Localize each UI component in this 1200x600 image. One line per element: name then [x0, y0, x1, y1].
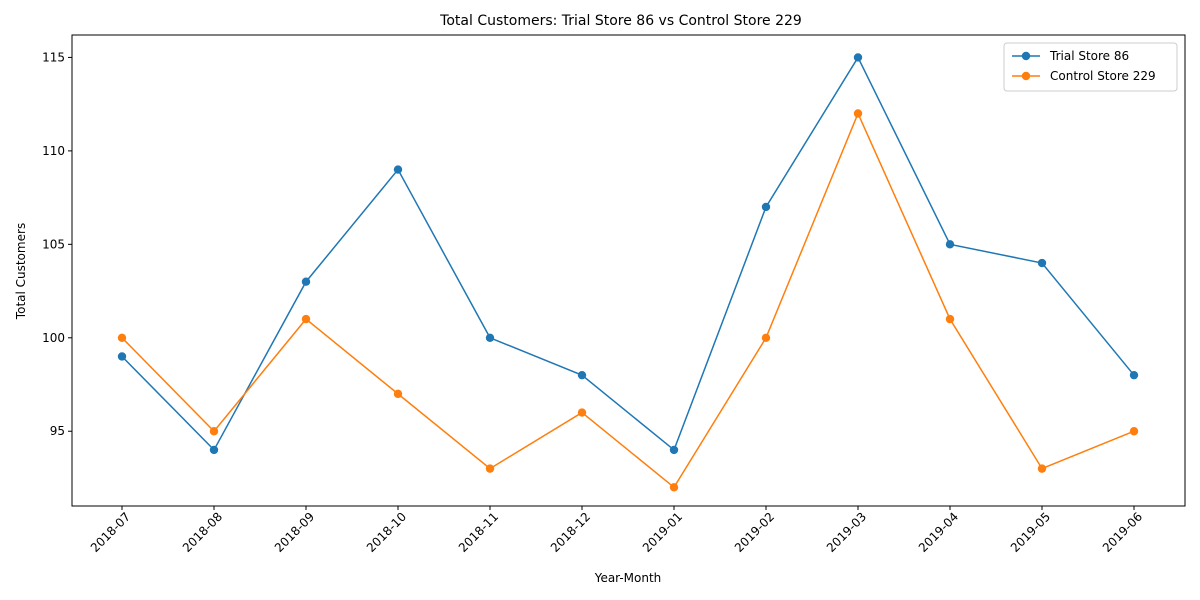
data-point-1	[117, 352, 127, 361]
x-tick-label: 2019-02	[732, 510, 777, 555]
x-tick-label: 2018-12	[548, 510, 593, 555]
data-point-1	[393, 165, 403, 174]
data-point-2	[485, 464, 495, 473]
plot-area: 2018-07 2018-08 2018-09 2018-10 2018-11 2018-…	[42, 50, 1145, 555]
x-tick-label: 2018-08	[180, 510, 225, 555]
data-point-1	[485, 333, 495, 342]
data-point-1	[1129, 370, 1139, 380]
data-point-1	[761, 202, 771, 212]
data-point-1	[577, 370, 587, 380]
y-tick-label: 115	[42, 50, 65, 64]
x-tick-label: 2018-07	[88, 510, 133, 555]
y-axis-label: Total Customers	[14, 223, 28, 320]
x-tick-label: 2019-05	[1008, 510, 1053, 555]
data-point-2	[761, 333, 771, 342]
y-tick-label: 105	[42, 237, 65, 251]
axes-frame	[71, 34, 1186, 507]
data-point-2	[117, 333, 127, 342]
x-tick-label: 2018-10	[364, 510, 409, 555]
legend: Trial Store 86 Control Store 229	[1003, 42, 1178, 92]
data-point-1	[209, 445, 219, 455]
data-point-2	[669, 483, 679, 492]
data-point-2	[301, 314, 311, 324]
data-point-1	[669, 445, 679, 455]
legend-swatch-marker	[1021, 51, 1031, 61]
data-point-1	[1037, 258, 1047, 268]
legend-label: Trial Store 86	[1049, 49, 1129, 63]
data-point-2	[1129, 427, 1139, 436]
series-line-2	[121, 111, 1135, 489]
x-tick-label: 2019-03	[824, 510, 869, 555]
data-point-2	[577, 408, 587, 417]
x-tick-label: 2019-04	[916, 510, 961, 555]
x-tick-label: 2018-09	[272, 510, 317, 555]
x-tick-label: 2018-11	[456, 510, 501, 555]
data-point-2	[393, 389, 403, 399]
legend-swatch-marker	[1021, 71, 1031, 81]
chart-title: Total Customers: Trial Store 86 vs Contr…	[439, 13, 802, 29]
data-point-2	[853, 109, 863, 118]
x-axis-label: Year-Month	[594, 571, 662, 585]
x-tick-label: 2019-01	[640, 510, 685, 555]
series-line-1	[121, 55, 1135, 452]
data-point-1	[853, 53, 863, 62]
data-point-1	[301, 277, 311, 286]
y-tick-label: 95	[50, 424, 65, 438]
legend-label: Control Store 229	[1050, 69, 1156, 83]
y-tick-label: 110	[42, 144, 65, 158]
y-tick-label: 100	[42, 331, 65, 345]
data-point-2	[209, 427, 219, 436]
x-tick-label: 2019-06	[1100, 510, 1145, 555]
data-point-2	[945, 314, 955, 324]
data-point-2	[1037, 464, 1047, 473]
data-point-1	[945, 240, 955, 249]
legend-box	[1003, 42, 1178, 92]
